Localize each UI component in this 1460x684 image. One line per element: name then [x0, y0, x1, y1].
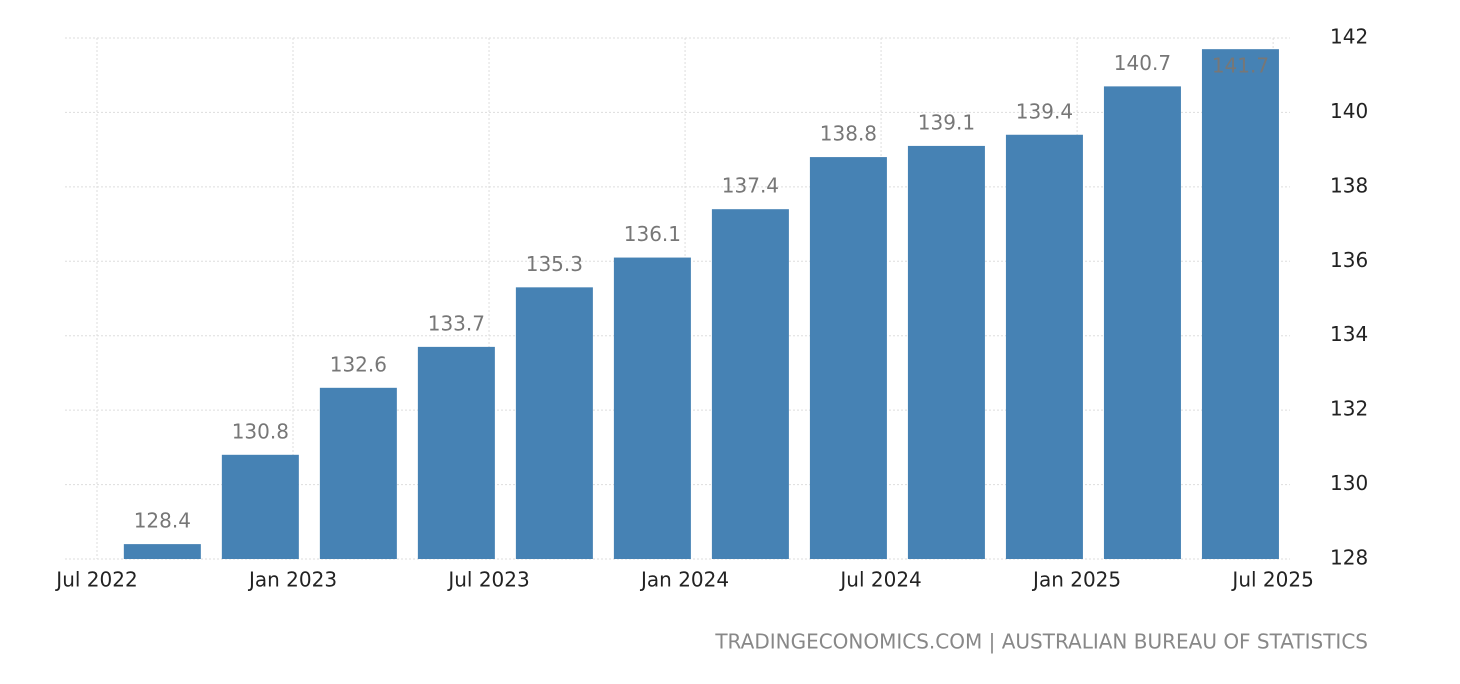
bar	[1201, 49, 1279, 560]
value-label: 138.8	[820, 122, 877, 146]
bar	[221, 454, 299, 559]
x-tick-label: Jul 2024	[838, 568, 921, 592]
x-tick-label: Jul 2025	[1230, 568, 1313, 592]
bar	[417, 346, 495, 559]
y-tick-label: 132	[1330, 397, 1368, 421]
bar	[1103, 86, 1181, 559]
bar	[711, 209, 789, 559]
x-tick-label: Jan 2024	[639, 568, 729, 592]
y-tick-label: 128	[1330, 546, 1368, 570]
bar	[1005, 134, 1083, 559]
value-label: 141.7	[1212, 54, 1269, 78]
x-tick-label: Jul 2023	[446, 568, 529, 592]
source-note: TRADINGECONOMICS.COM | AUSTRALIAN BUREAU…	[714, 630, 1368, 654]
y-tick-label: 136	[1330, 248, 1368, 272]
value-label: 135.3	[526, 252, 583, 276]
value-label: 132.6	[330, 352, 387, 376]
y-tick-label: 130	[1330, 471, 1368, 495]
x-tick-label: Jan 2023	[247, 568, 337, 592]
value-label: 139.4	[1016, 99, 1073, 123]
y-tick-label: 134	[1330, 322, 1368, 346]
y-tick-label: 140	[1330, 99, 1368, 123]
y-tick-label: 142	[1330, 25, 1368, 49]
bar	[613, 257, 691, 559]
x-tick-label: Jan 2025	[1031, 568, 1121, 592]
value-label: 140.7	[1114, 51, 1171, 75]
bar	[907, 145, 985, 559]
value-label: 130.8	[232, 419, 289, 443]
value-label: 133.7	[428, 311, 485, 335]
value-label: 139.1	[918, 110, 975, 134]
y-tick-label: 138	[1330, 173, 1368, 197]
bar	[319, 387, 397, 559]
bar	[123, 544, 201, 559]
bar	[809, 157, 887, 560]
x-tick-label: Jul 2022	[54, 568, 137, 592]
bar	[515, 287, 593, 559]
value-label: 136.1	[624, 222, 681, 246]
value-label: 137.4	[722, 174, 779, 198]
value-label: 128.4	[134, 509, 191, 533]
